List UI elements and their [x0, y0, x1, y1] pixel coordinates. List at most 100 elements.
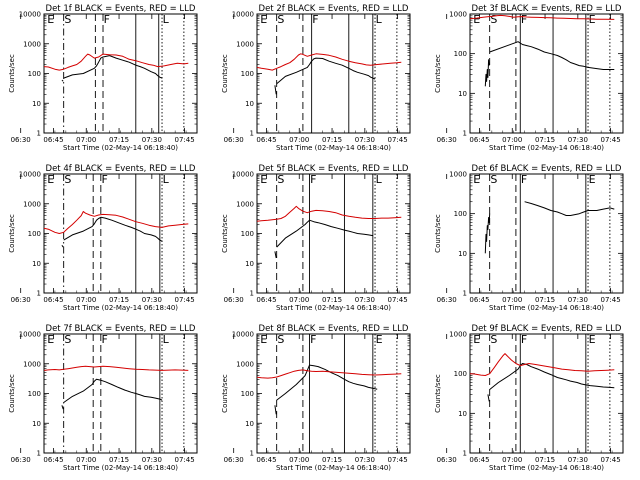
panel-det-5: Det 5f BLACK = Events, RED = LLD 1 10 100 10… — [221, 164, 411, 312]
y-tick-label: 1 — [463, 130, 467, 138]
y-axis-label: Counts/sec — [434, 214, 442, 253]
y-tick-label: 1000 — [236, 40, 254, 48]
y-tick-label: 10 — [245, 420, 254, 428]
x-tick-label: 07:45 — [601, 456, 621, 464]
x-tick-label: 07:30 — [568, 296, 588, 304]
x-tick-label: 07:45 — [601, 296, 621, 304]
x-tick-label: 07:00 — [502, 296, 522, 304]
plot-frame — [256, 13, 411, 134]
segment-label: L — [163, 333, 170, 346]
y-tick-label: 10000 — [19, 171, 41, 179]
y-tick-label: 1 — [250, 290, 254, 298]
y-tick-label: 1000 — [23, 200, 41, 208]
lld-series-line — [469, 353, 615, 376]
panel-det-3: Det 3f BLACK = Events, RED = LLD 1 10 100 10… — [434, 4, 624, 152]
x-tick-label: 07:30 — [355, 456, 375, 464]
x-tick-label: 06:30 — [224, 296, 244, 304]
y-tick-label: 100 — [241, 70, 254, 78]
x-tick-label: 06:45 — [256, 456, 276, 464]
y-tick-label: 1000 — [449, 11, 467, 19]
x-tick-label: 07:30 — [355, 136, 375, 144]
segment-label: E — [473, 13, 480, 26]
x-axis-label: Start Time (02-May-14 06:18:40) — [489, 144, 604, 152]
panel-title: Det 9f BLACK = Events, RED = LLD — [472, 324, 622, 334]
y-tick-label: 1 — [37, 290, 41, 298]
segment-label: E — [47, 173, 54, 186]
x-tick-label: 07:45 — [175, 136, 195, 144]
x-tick-label: 06:45 — [469, 296, 489, 304]
lld-series-line — [256, 369, 402, 379]
x-tick-label: 07:00 — [76, 136, 96, 144]
segment-label: F — [310, 173, 316, 186]
y-tick-label: 10 — [32, 260, 41, 268]
x-tick-label: 07:15 — [109, 456, 129, 464]
y-tick-label: 1000 — [23, 40, 41, 48]
segment-label: S — [277, 333, 284, 346]
y-axis-label: Counts/sec — [434, 374, 442, 413]
segment-label: L — [376, 13, 383, 26]
y-tick-label: 100 — [241, 390, 254, 398]
x-tick-label: 07:30 — [142, 136, 162, 144]
panel-det-6: Det 6f BLACK = Events, RED = LLD 1 10 100 10… — [434, 164, 624, 312]
segment-label: F — [521, 13, 527, 26]
x-tick-label: 07:45 — [388, 136, 408, 144]
y-tick-label: 1 — [250, 450, 254, 458]
segment-label: E — [47, 13, 54, 26]
lld-series-line — [43, 53, 189, 71]
segment-label: E — [260, 173, 267, 186]
events-series-line — [484, 41, 615, 87]
y-axis-label: Counts/sec — [8, 214, 16, 253]
segment-label: S — [490, 173, 497, 186]
y-tick-label: 1 — [250, 130, 254, 138]
y-tick-label: 10000 — [232, 331, 254, 339]
segment-label: L — [163, 173, 170, 186]
x-tick-label: 07:30 — [568, 136, 588, 144]
y-tick-label: 100 — [28, 390, 41, 398]
x-tick-label: 07:00 — [76, 296, 96, 304]
plot-frame — [43, 333, 198, 454]
segment-label: E — [376, 333, 383, 346]
lld-series-line — [256, 53, 402, 71]
y-tick-label: 10 — [458, 410, 467, 418]
segment-label: F — [312, 13, 318, 26]
plot-frame — [256, 173, 411, 294]
x-axis-label: Start Time (02-May-14 06:18:40) — [63, 304, 178, 312]
x-tick-label: 06:30 — [437, 296, 457, 304]
y-axis-label: Counts/sec — [221, 54, 229, 93]
y-tick-label: 10000 — [19, 11, 41, 19]
x-axis-label: Start Time (02-May-14 06:18:40) — [489, 304, 604, 312]
y-tick-label: 10 — [32, 420, 41, 428]
segment-label: L — [163, 13, 170, 26]
panel-det-9: Det 9f BLACK = Events, RED = LLD 1 10 100 10… — [434, 324, 624, 472]
segment-label: F — [521, 333, 527, 346]
y-tick-label: 1000 — [236, 200, 254, 208]
segment-label: E — [260, 333, 267, 346]
x-tick-label: 07:45 — [175, 296, 195, 304]
y-axis-label: Counts/sec — [221, 214, 229, 253]
y-tick-label: 10 — [245, 100, 254, 108]
events-series-line — [274, 57, 376, 95]
panel-title: Det 3f BLACK = Events, RED = LLD — [472, 4, 622, 14]
x-tick-label: 06:30 — [11, 296, 31, 304]
panel-title: Det 7f BLACK = Events, RED = LLD — [46, 324, 196, 334]
panel-title: Det 8f BLACK = Events, RED = LLD — [259, 324, 409, 334]
y-tick-label: 10000 — [232, 11, 254, 19]
y-axis-label: Counts/sec — [434, 54, 442, 93]
x-tick-label: 06:45 — [256, 296, 276, 304]
events-series-line — [274, 219, 373, 259]
y-axis-label: Counts/sec — [8, 374, 16, 413]
x-axis-label: Start Time (02-May-14 06:18:40) — [276, 304, 391, 312]
x-axis-label: Start Time (02-May-14 06:18:40) — [489, 464, 604, 472]
x-axis-label: Start Time (02-May-14 06:18:40) — [63, 144, 178, 152]
x-tick-label: 06:30 — [224, 136, 244, 144]
panel-det-1: Det 1f BLACK = Events, RED = LLD 1 10 100 10… — [8, 4, 198, 152]
segment-label: L — [376, 173, 383, 186]
lld-series-line — [43, 211, 189, 234]
plot-frame — [469, 333, 624, 454]
panel-det-7: Det 7f BLACK = Events, RED = LLD 1 10 100 10… — [8, 324, 198, 472]
panel-det-4: Det 4f BLACK = Events, RED = LLD 1 10 100 10… — [8, 164, 198, 312]
segment-label: F — [104, 13, 110, 26]
y-tick-label: 10 — [458, 250, 467, 258]
x-tick-label: 07:00 — [502, 136, 522, 144]
panel-title: Det 1f BLACK = Events, RED = LLD — [46, 4, 196, 14]
